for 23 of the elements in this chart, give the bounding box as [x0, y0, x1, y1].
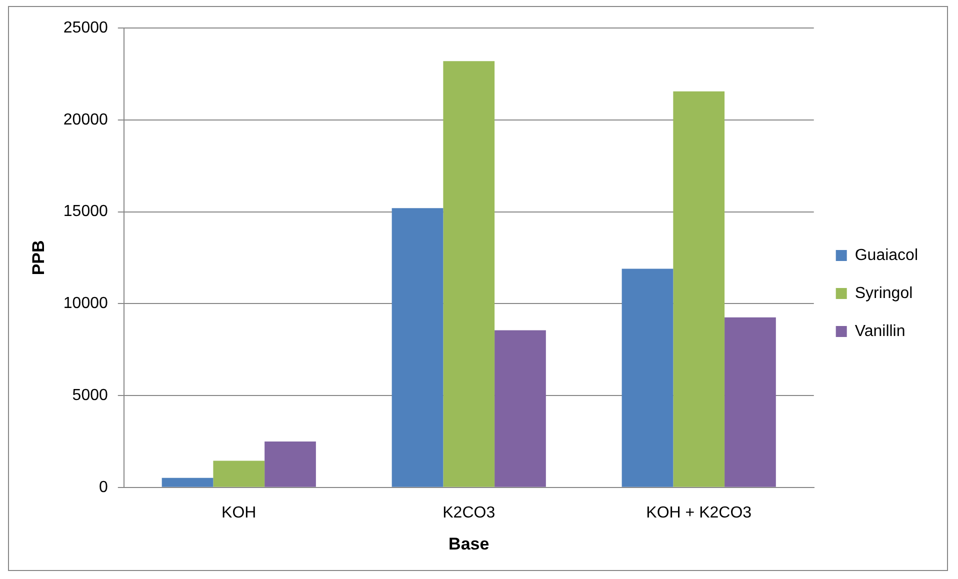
x-tick-label: KOH	[222, 504, 256, 522]
bar	[494, 330, 546, 487]
legend-label: Guaiacol	[854, 246, 918, 264]
bar	[162, 478, 214, 487]
bar	[724, 317, 776, 487]
bar	[443, 61, 495, 487]
y-axis-title: PPB	[28, 240, 48, 276]
y-tick-label: 5000	[72, 386, 108, 404]
legend-label: Syringol	[854, 284, 913, 302]
y-tick-label: 10000	[63, 295, 108, 312]
y-tick-label: 20000	[63, 111, 108, 128]
bar	[264, 441, 316, 487]
legend-label: Vanillin	[854, 322, 906, 340]
x-tick-label: K2CO3	[442, 504, 496, 522]
bar	[673, 91, 725, 487]
x-tick-label: KOH + K2CO3	[646, 504, 752, 522]
y-tick-label: 0	[98, 478, 108, 496]
y-tick-label: 15000	[63, 203, 108, 220]
bar	[622, 268, 674, 487]
bar	[213, 460, 265, 487]
y-tick-label: 25000	[63, 19, 108, 36]
x-axis-title: Base	[448, 534, 490, 554]
bar	[392, 208, 444, 487]
